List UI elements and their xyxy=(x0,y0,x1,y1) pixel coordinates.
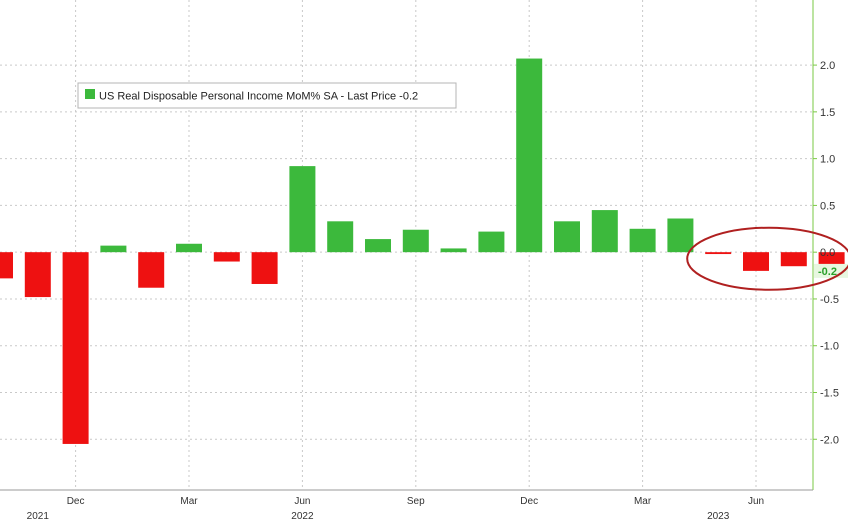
bar xyxy=(100,245,127,253)
legend-box xyxy=(77,82,457,109)
annotation-layer xyxy=(686,226,848,291)
y-tick-label: -1.5 xyxy=(820,387,839,399)
bar xyxy=(138,252,165,288)
legend-swatch xyxy=(85,89,95,99)
bar xyxy=(365,239,391,253)
y-tick-label: 1.5 xyxy=(820,107,835,119)
x-tick-label: Mar xyxy=(634,496,652,507)
bar xyxy=(176,243,202,253)
y-tick-label: 0.5 xyxy=(820,200,835,212)
bars-layer xyxy=(0,58,845,444)
bar xyxy=(780,252,807,267)
x-year-label: 2023 xyxy=(707,511,730,522)
last-price-label: -0.2 xyxy=(818,266,837,278)
x-axis: Dec Mar Jun Sep Dec Mar Jun 2021 2022 2023 xyxy=(0,489,813,522)
bar xyxy=(667,218,694,253)
bar xyxy=(327,221,354,253)
bar xyxy=(402,229,429,253)
bar xyxy=(289,166,316,253)
y-tick-label: -1.0 xyxy=(820,341,839,353)
bar xyxy=(213,252,240,262)
x-year-label: 2022 xyxy=(291,511,314,522)
bar xyxy=(591,210,618,253)
y-tick-label: 1.0 xyxy=(820,154,835,166)
x-tick-label: Sep xyxy=(407,496,425,507)
bar xyxy=(440,248,467,253)
bar xyxy=(554,221,580,253)
bar xyxy=(705,252,732,255)
x-tick-label: Jun xyxy=(748,496,764,507)
y-tick-label: 2.0 xyxy=(820,60,835,72)
y-tick-label: 0.0 xyxy=(820,247,835,259)
bar xyxy=(516,58,543,253)
y-tick-label: -2.0 xyxy=(820,434,839,446)
legend-label: US Real Disposable Personal Income MoM% … xyxy=(99,91,418,103)
bar xyxy=(478,231,505,253)
bar xyxy=(0,252,13,279)
x-tick-label: Jun xyxy=(294,496,310,507)
bar xyxy=(24,252,51,298)
bar xyxy=(629,228,656,253)
highlight-ellipse xyxy=(686,226,848,291)
y-tick-label: -0.5 xyxy=(820,294,839,306)
bar xyxy=(62,252,89,444)
x-year-label: 2021 xyxy=(27,511,50,522)
legend: US Real Disposable Personal Income MoM% … xyxy=(77,82,457,109)
bar xyxy=(251,252,278,284)
bar xyxy=(743,252,769,271)
x-tick-label: Dec xyxy=(67,496,85,507)
x-tick-label: Mar xyxy=(180,496,198,507)
x-tick-label: Dec xyxy=(520,496,538,507)
